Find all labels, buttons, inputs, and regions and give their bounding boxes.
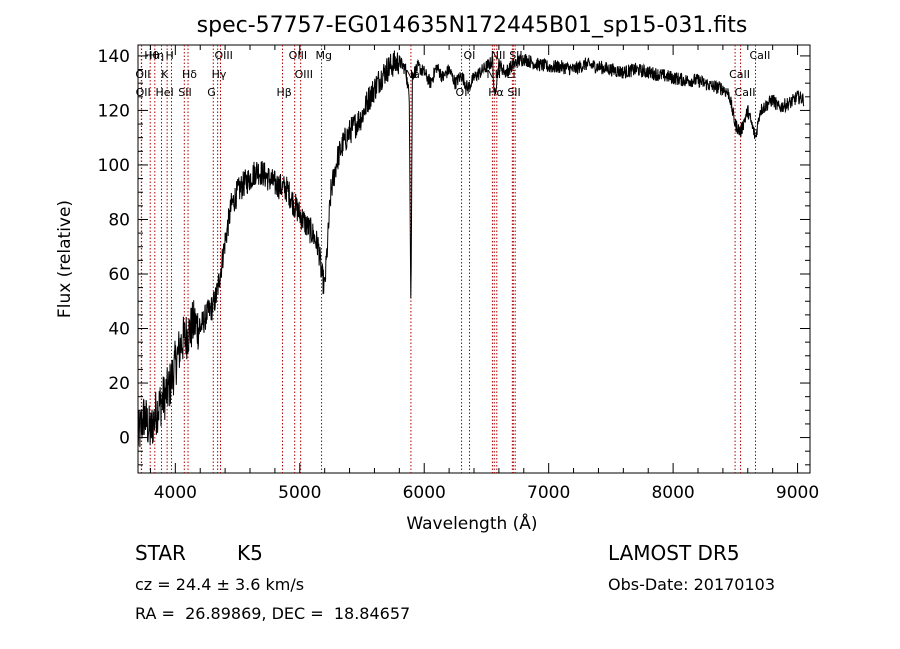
y-axis-label: Flux (relative)	[55, 200, 75, 318]
line-label-22: Li	[506, 68, 515, 81]
line-label-9: OIII	[215, 49, 233, 62]
line-label-14: Hβ	[276, 86, 291, 99]
line-label-10: Hγ	[212, 68, 227, 81]
line-label-15: Mg	[316, 49, 332, 62]
line-label-6: H	[165, 49, 173, 62]
object-subclass: K5	[237, 541, 263, 565]
redshift-cz: cz = 24.4 ± 3.6 km/s	[135, 575, 304, 594]
y-tick-label: 0	[119, 429, 130, 449]
y-tick-label: 40	[108, 320, 130, 340]
x-tick-label: 8000	[651, 483, 694, 503]
line-label-13: OIII	[295, 68, 313, 81]
line-label-2: OII	[136, 86, 151, 99]
x-tick-label: 6000	[403, 483, 446, 503]
y-tick-label: 140	[98, 47, 130, 67]
line-label-1: OII	[135, 68, 150, 81]
y-tick-label: 100	[98, 156, 130, 176]
line-label-3: Hη	[149, 49, 164, 62]
line-label-5: HeI	[156, 86, 174, 99]
y-tick-label: 60	[108, 265, 130, 285]
y-tick-label: 80	[108, 210, 130, 230]
info-panel: STAR K5 LAMOST DR5 cz = 24.4 ± 3.6 km/s …	[135, 541, 775, 623]
chart-title: spec-57757-EG014635N172445B01_sp15-031.f…	[197, 13, 748, 38]
x-tick-label: 9000	[776, 483, 819, 503]
plot-frame	[137, 44, 811, 474]
line-label-23: SII	[507, 86, 520, 99]
line-label-12: OIII	[289, 49, 307, 62]
x-tick-label: 7000	[527, 483, 570, 503]
plot-area: Hθ OII OII Hη K HeI H Hδ SII OIII Hγ G OIII OIII Hβ Mg N…	[98, 44, 819, 503]
y-tick-label: 20	[108, 374, 130, 394]
survey-name: LAMOST DR5	[608, 541, 740, 565]
x-tick-label: 5000	[278, 483, 321, 503]
spectral-line-markers	[140, 45, 756, 473]
coordinates: RA = 26.89869, DEC = 18.84657	[135, 604, 410, 623]
line-label-8: SII	[178, 86, 191, 99]
line-label-18: OI	[464, 49, 476, 62]
y-axis-ticks: 0 20 40 60 80 100 120 140	[98, 47, 810, 466]
line-label-0: Hθ	[144, 49, 159, 62]
x-tick-label: 4000	[154, 483, 197, 503]
spectrum-series-line	[137, 50, 805, 448]
line-label-26: CaII	[735, 86, 756, 99]
line-label-11: G	[207, 86, 216, 99]
line-label-27: CaII	[749, 49, 770, 62]
object-class: STAR	[135, 541, 186, 565]
line-label-7: Hδ	[182, 68, 197, 81]
spectral-line-labels: Hθ OII OII Hη K HeI H Hδ SII OIII Hγ G OIII OIII Hβ Mg N…	[135, 49, 770, 99]
line-label-17: OI	[456, 86, 468, 99]
x-axis-label: Wavelength (Å)	[406, 512, 537, 534]
line-label-4: K	[161, 68, 169, 81]
x-axis-ticks: 4000 5000 6000 7000 8000 9000	[149, 45, 819, 503]
line-label-25: CaII	[729, 68, 750, 81]
observation-date: Obs-Date: 20170103	[608, 575, 775, 594]
y-tick-label: 120	[98, 101, 130, 121]
line-label-21: NII	[491, 49, 506, 62]
